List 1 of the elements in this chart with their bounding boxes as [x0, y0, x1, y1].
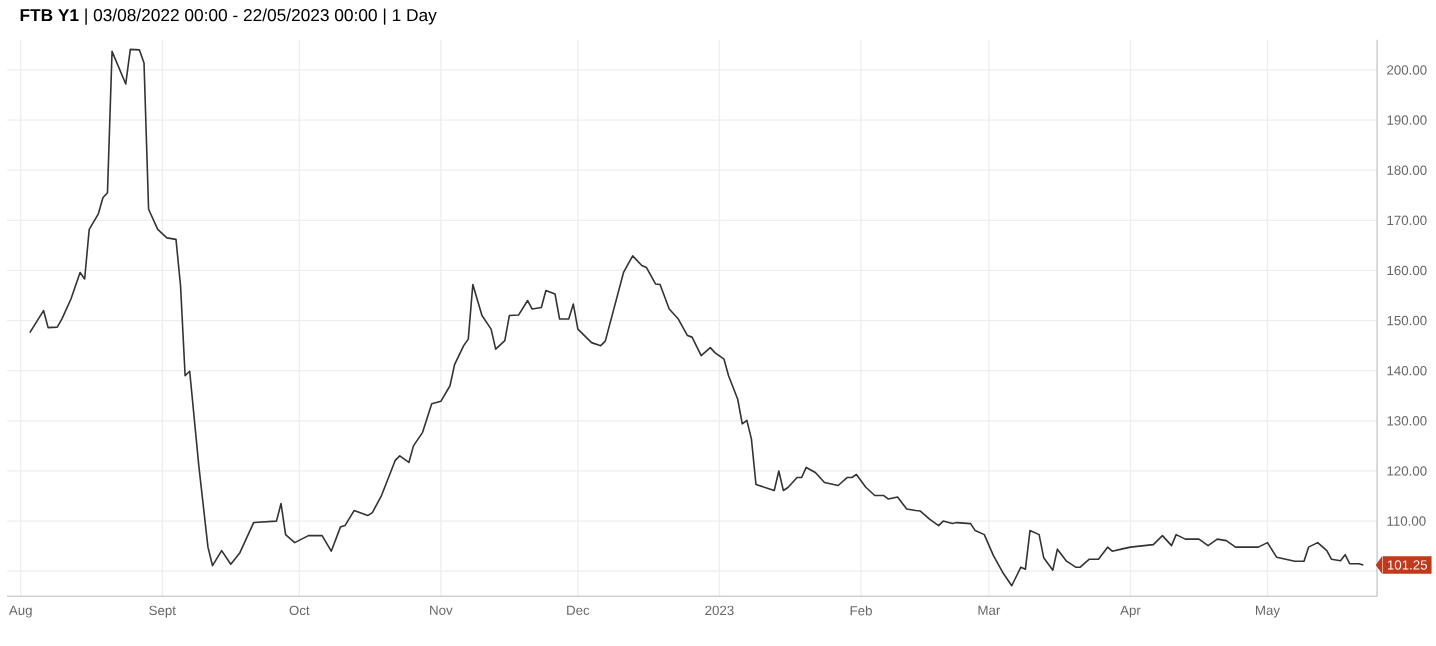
chart-title: FTB Y1 | 03/08/2022 00:00 - 22/05/2023 00:00 | 1 Day	[20, 8, 437, 25]
